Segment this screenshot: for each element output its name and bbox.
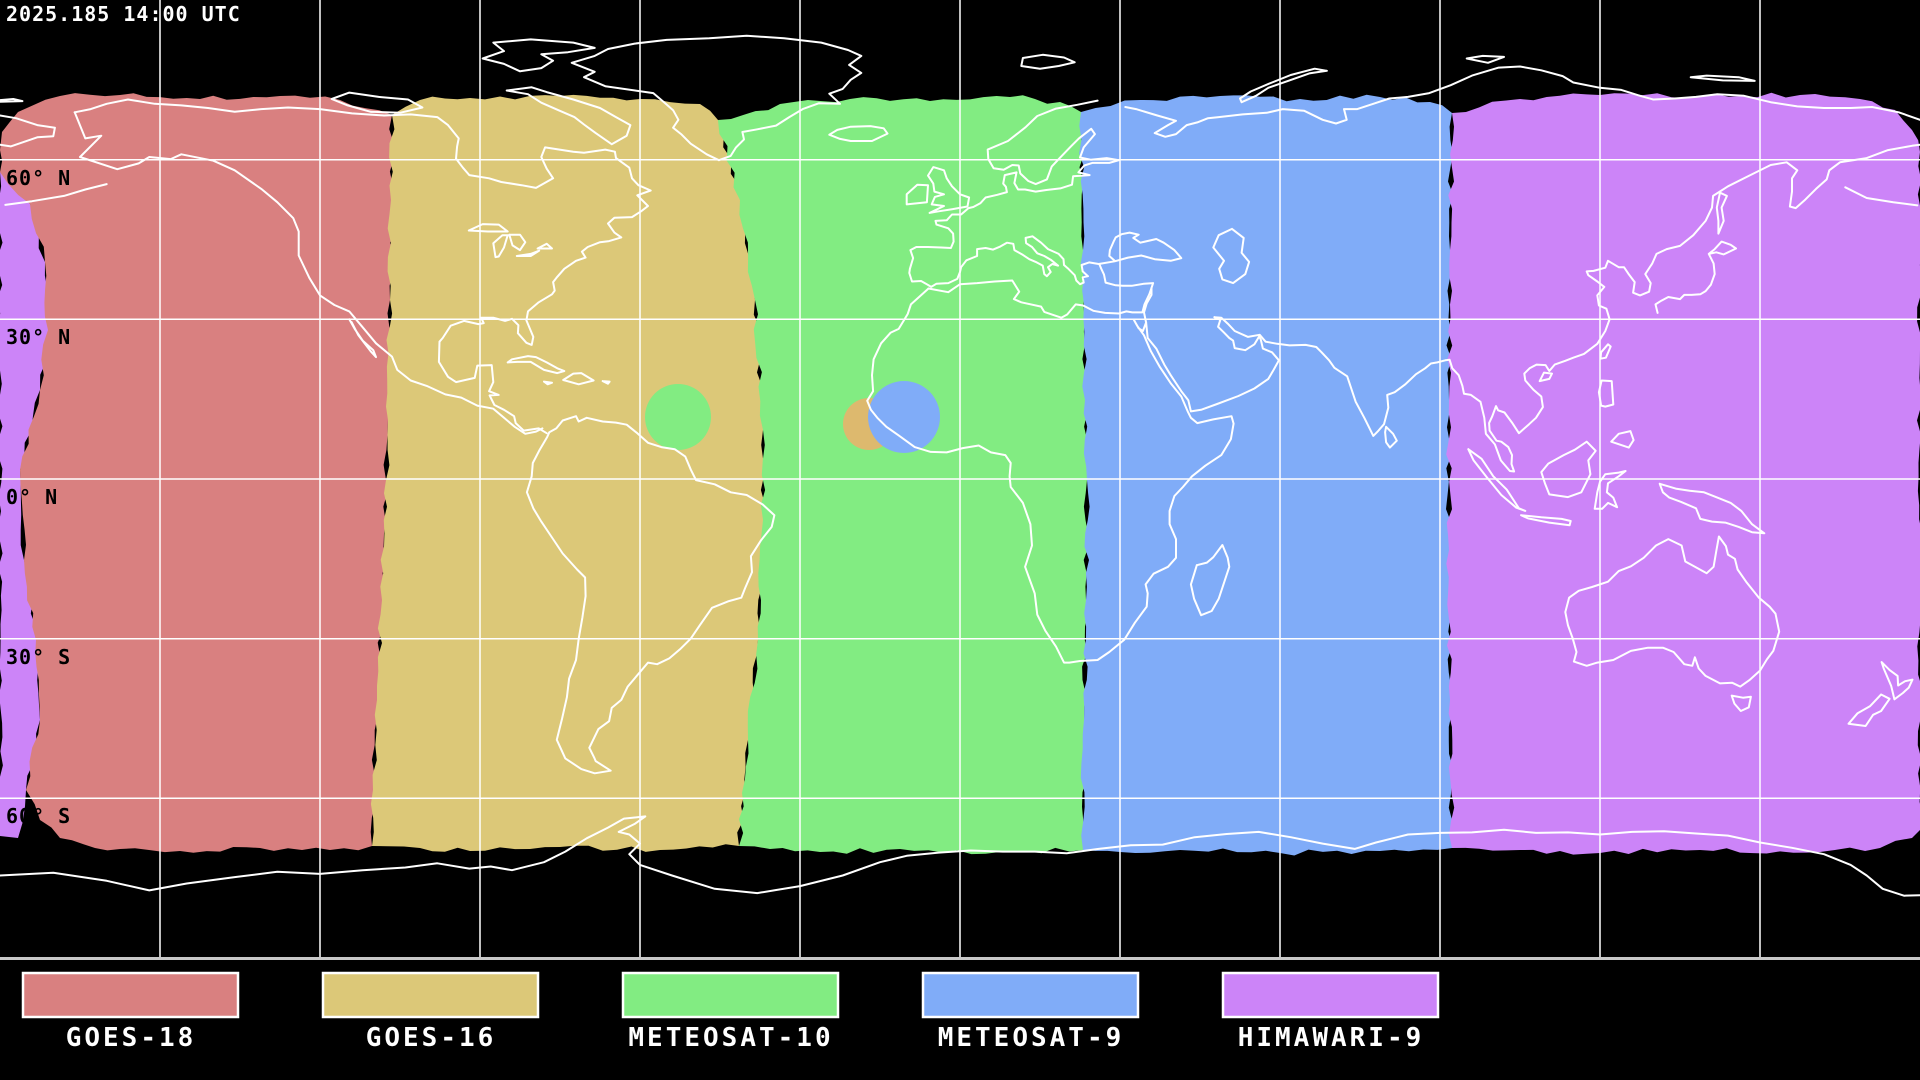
legend-label-meteosat-10: METEOSAT-10: [628, 1023, 833, 1053]
legend-item-goes-18: GOES-18: [21, 971, 240, 1053]
legend-swatch-meteosat-9: [921, 971, 1140, 1019]
lat-label-30n: 30° N: [6, 325, 71, 349]
spot-sectors: [645, 381, 940, 453]
legend-label-goes-16: GOES-16: [366, 1023, 497, 1053]
coverage-zones: [0, 92, 1920, 856]
graticule-white: [0, 0, 1920, 957]
legend-swatch-goes-18: [21, 971, 240, 1019]
legend-label-meteosat-9: METEOSAT-9: [938, 1023, 1125, 1053]
legend-item-goes-16: GOES-16: [321, 971, 540, 1053]
lat-label-0n: 0° N: [6, 485, 58, 509]
latitude-labels: 60° N 30° N 0° N 30° S 60° S: [6, 166, 71, 828]
lat-label-30s: 30° S: [6, 645, 71, 669]
lat-label-60n: 60° N: [6, 166, 71, 190]
legend-label-himawari-9: HIMAWARI-9: [1238, 1023, 1425, 1053]
legend-swatch-meteosat-10: [621, 971, 840, 1019]
legend-swatch-goes-16: [321, 971, 540, 1019]
legend-label-goes-18: GOES-18: [66, 1023, 197, 1053]
legend-item-meteosat-10: METEOSAT-10: [621, 971, 840, 1053]
timestamp-label: 2025.185 14:00 UTC: [6, 2, 241, 26]
legend: GOES-18 GOES-16 METEOSAT-10 METEOSAT-9 H…: [21, 971, 1440, 1053]
legend-item-meteosat-9: METEOSAT-9: [921, 971, 1140, 1053]
legend-item-himawari-9: HIMAWARI-9: [1221, 971, 1440, 1053]
map-bottom-border: [0, 957, 1920, 960]
lat-label-60s: 60° S: [6, 804, 71, 828]
legend-swatch-himawari-9: [1221, 971, 1440, 1019]
coastlines-white: [0, 34, 1920, 897]
